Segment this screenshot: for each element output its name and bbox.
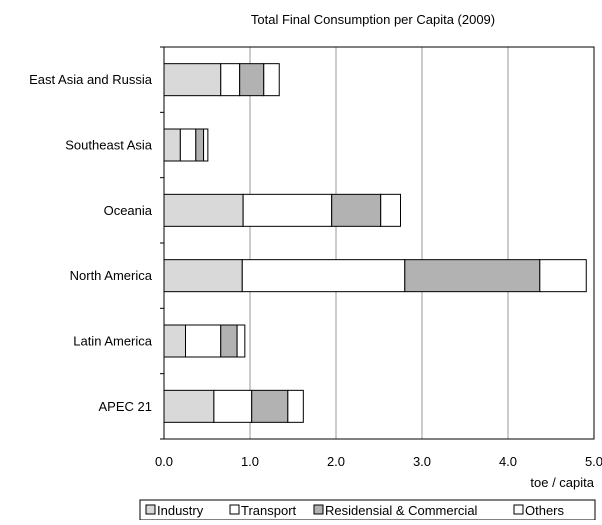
bar-segment [331,193,382,227]
y-category-label: Oceania [104,203,153,218]
bar-segment [539,259,587,293]
bar-segment [163,63,222,97]
bar-segment [287,389,304,423]
bar-segment [163,193,244,227]
y-category-label: APEC 21 [99,399,152,414]
legend-swatch [513,504,524,515]
bar-segment [236,324,246,358]
bar-segment [163,259,243,293]
y-category-label: North America [70,268,153,283]
bar-segment [242,193,333,227]
x-tick-label: 3.0 [413,454,431,469]
grid-lines [249,47,509,439]
legend-label: Industry [157,503,204,518]
bar-segment [163,389,215,423]
legend-label: Residensial & Commercial [325,503,478,518]
y-category-label: Latin America [73,334,153,349]
x-tick-label: 2.0 [327,454,345,469]
legend: Industry Transport Residensial & Commercia… [139,499,596,521]
plot-frame [163,46,595,440]
bar-segment [203,128,209,162]
x-tick-label: 5.0 [585,454,602,469]
bar-segment [380,193,402,227]
bar-segment [195,128,205,162]
bar-segment [263,63,280,97]
y-axis: East Asia and Russia Southeast Asia Oceani… [29,46,164,440]
bar-segment [241,259,406,293]
x-axis: 0.0 1.0 2.0 3.0 4.0 5.0 [155,454,602,469]
bar-segment [213,389,253,423]
bar-segment [220,63,241,97]
bar-segment [163,128,181,162]
bar-segment [404,259,541,293]
legend-label: Others [525,503,565,518]
legend-label: Transport [241,503,297,518]
y-category-label: Southeast Asia [65,138,152,153]
legend-swatch [313,504,324,515]
legend-swatch [229,504,240,515]
bar-segment [239,63,265,97]
y-category-label: East Asia and Russia [29,72,153,87]
bars [163,63,587,423]
bar-segment [163,324,186,358]
x-tick-label: 0.0 [155,454,173,469]
legend-swatch [145,504,156,515]
x-tick-label: 4.0 [499,454,517,469]
bar-segment [220,324,238,358]
x-tick-label: 1.0 [241,454,259,469]
bar-segment [179,128,197,162]
chart-title: Total Final Consumption per Capita (2009… [251,12,495,27]
bar-segment [251,389,289,423]
x-axis-title: toe / capita [530,475,594,490]
bar-segment [185,324,222,358]
